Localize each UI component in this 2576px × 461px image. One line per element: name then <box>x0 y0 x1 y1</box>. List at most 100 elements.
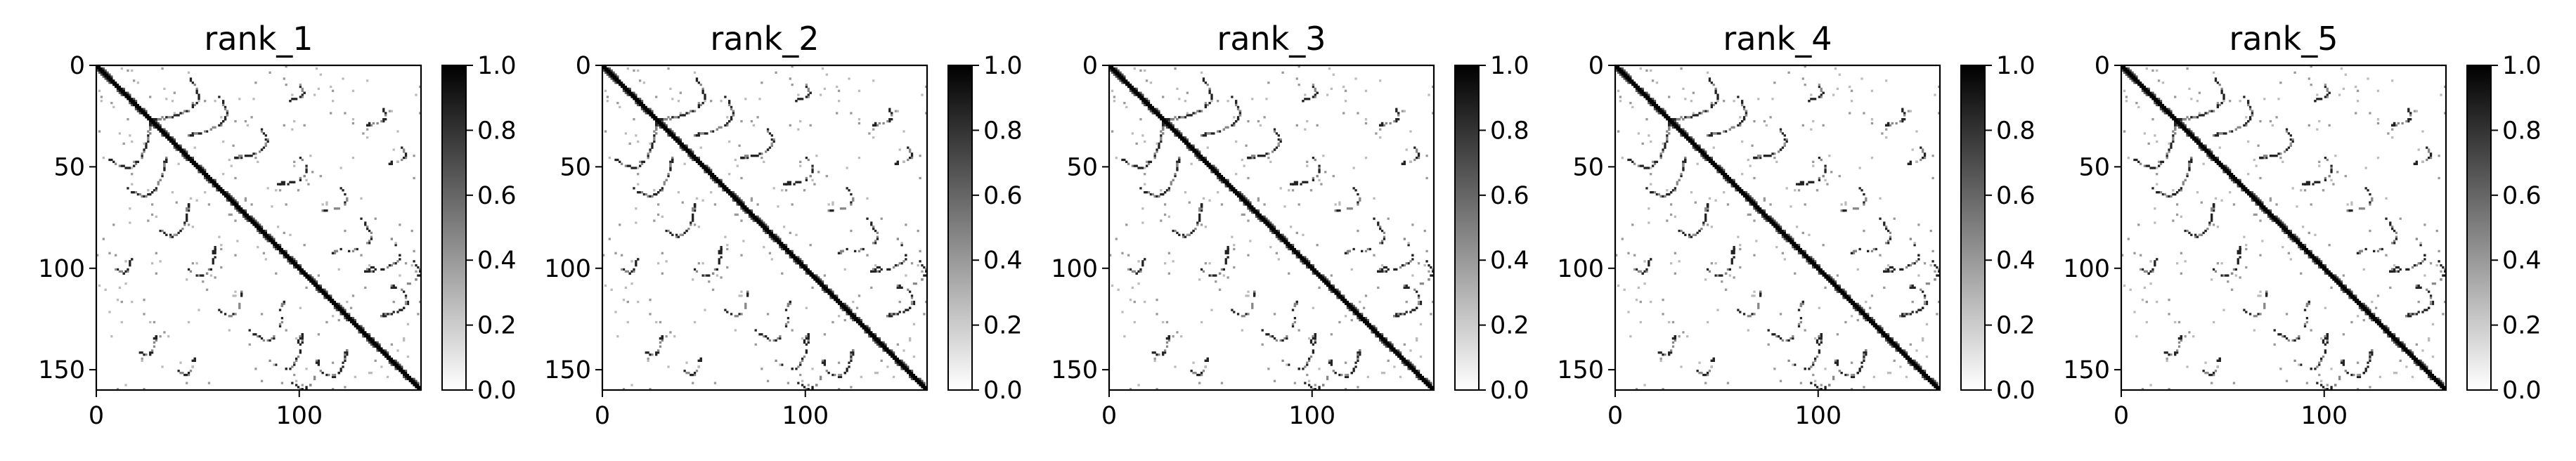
heatmap-cell <box>380 365 383 368</box>
heatmap-cell <box>868 327 871 330</box>
heatmap-cell <box>218 235 221 238</box>
heatmap-cell <box>742 203 745 206</box>
heatmap-cell <box>1198 219 1201 222</box>
heatmap-cell <box>1318 368 1321 370</box>
heatmap-cell <box>1368 327 1371 330</box>
heatmap-cell <box>1755 207 1758 210</box>
heatmap-cell <box>344 317 347 320</box>
heatmap-cell <box>823 87 827 91</box>
heatmap-cell <box>683 370 686 372</box>
heatmap-cell <box>193 162 196 165</box>
heatmap-cell <box>720 276 723 279</box>
heatmap-cell <box>226 195 229 198</box>
heatmap-cell <box>1383 337 1386 340</box>
heatmap-cell <box>301 339 304 342</box>
heatmap-cell <box>813 276 816 279</box>
y-tick-label: 0 <box>576 52 591 80</box>
heatmap-cell <box>829 290 832 293</box>
heatmap-cell <box>1202 77 1205 80</box>
heatmap-cell <box>283 181 285 183</box>
heatmap-cell <box>273 363 276 366</box>
heatmap-cell <box>299 264 302 267</box>
heatmap-cell <box>108 82 111 84</box>
heatmap-cell <box>695 370 699 372</box>
heatmap-cell <box>805 85 808 89</box>
heatmap-cell <box>1413 158 1416 162</box>
heatmap-cell <box>317 359 321 362</box>
heatmap-cell <box>220 311 223 313</box>
heatmap-cell <box>124 91 127 94</box>
heatmap-cell <box>1812 262 1815 265</box>
heatmap-cell <box>661 126 664 129</box>
heatmap-cell <box>102 156 105 160</box>
heatmap-cell <box>264 134 267 137</box>
heatmap-cell <box>410 377 413 380</box>
heatmap-cell <box>726 266 729 269</box>
heatmap-cell <box>118 286 122 290</box>
heatmap-cell <box>909 375 912 379</box>
heatmap-cell <box>1243 213 1245 216</box>
heatmap-cell <box>1741 189 1744 192</box>
heatmap-cell <box>777 242 779 245</box>
heatmap-cell <box>693 203 697 206</box>
heatmap-cell <box>1174 128 1177 131</box>
heatmap-cell <box>701 167 704 169</box>
heatmap-cell <box>264 231 267 235</box>
heatmap-cell <box>149 132 152 135</box>
heatmap-cell <box>354 320 356 324</box>
heatmap-cell <box>159 124 162 127</box>
heatmap-cell <box>224 195 227 198</box>
heatmap-cell <box>205 288 209 291</box>
heatmap-cell <box>1726 174 1730 178</box>
heatmap-cell <box>1139 93 1142 96</box>
heatmap-cell <box>339 309 342 311</box>
heatmap-cell <box>846 309 848 311</box>
heatmap-cell <box>1330 361 1333 364</box>
heatmap-cell <box>1633 83 1636 86</box>
heatmap-cell <box>1125 82 1128 84</box>
heatmap-cell <box>653 114 656 117</box>
heatmap-cell <box>750 213 753 216</box>
heatmap-cell <box>1320 278 1323 281</box>
heatmap-cell <box>1346 373 1350 377</box>
heatmap-cell <box>1137 96 1140 98</box>
heatmap-cell <box>346 318 349 322</box>
heatmap-cell <box>1428 382 1430 384</box>
heatmap-cell <box>793 183 796 186</box>
heatmap-cell <box>214 126 216 129</box>
heatmap-cell <box>675 140 678 143</box>
heatmap-cell <box>291 260 294 263</box>
heatmap-cell <box>692 110 694 112</box>
heatmap-cell <box>675 138 678 141</box>
heatmap-cell <box>362 331 365 334</box>
heatmap-cell <box>730 118 733 121</box>
heatmap-cell <box>841 304 845 308</box>
heatmap-cell <box>297 355 300 358</box>
colorbar-tick-label: 1.0 <box>477 52 517 80</box>
heatmap-cell <box>321 209 324 212</box>
heatmap-cell <box>656 213 660 216</box>
heatmap-cell <box>1373 327 1376 330</box>
heatmap-cell <box>1769 219 1772 222</box>
heatmap-cell <box>1324 276 1327 279</box>
heatmap-cell <box>1637 87 1640 91</box>
heatmap-cell <box>297 341 300 344</box>
heatmap-cell <box>708 280 711 283</box>
heatmap-cell <box>1421 377 1424 380</box>
heatmap-cell <box>748 215 751 218</box>
heatmap-cell <box>874 341 877 344</box>
heatmap-cell <box>1405 363 1408 366</box>
heatmap-cell <box>763 229 765 233</box>
heatmap-cell <box>1156 195 1158 198</box>
heatmap-cell <box>401 368 403 370</box>
heatmap-cell <box>366 228 369 230</box>
heatmap-cell <box>649 148 652 151</box>
heatmap-cell <box>1359 199 1361 202</box>
heatmap-cell <box>1231 124 1234 127</box>
heatmap-cell <box>183 155 186 157</box>
heatmap-cell <box>1156 299 1158 301</box>
heatmap-cell <box>1364 122 1368 125</box>
heatmap-cell <box>1295 124 1298 127</box>
heatmap-cell <box>401 288 403 291</box>
